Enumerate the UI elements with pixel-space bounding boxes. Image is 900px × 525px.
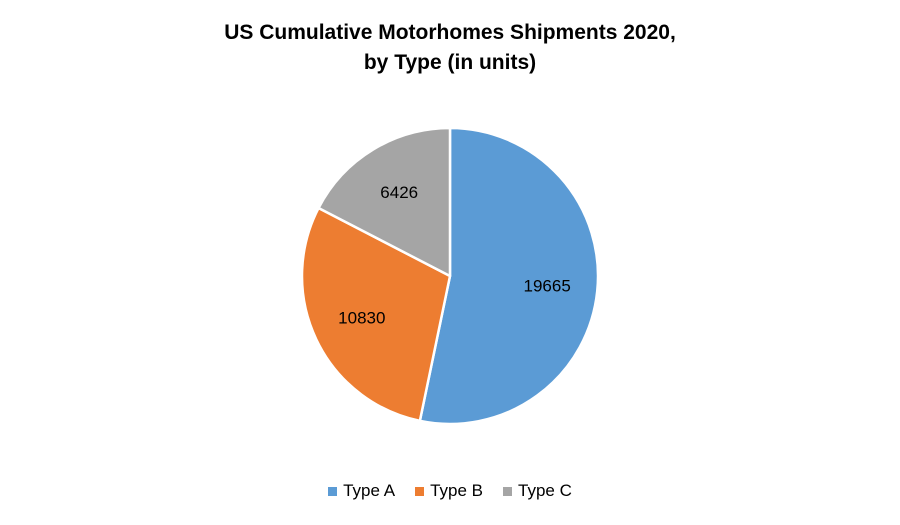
legend: Type A Type B Type C: [0, 481, 900, 501]
pie-slice-type-b: [300, 206, 452, 423]
chart-title-line-2: by Type (in units): [363, 51, 537, 74]
chart-title: US Cumulative Motorhomes Shipments 2020,…: [0, 18, 900, 78]
legend-swatch-type-c: [503, 486, 513, 496]
legend-item-type-b: Type B: [415, 481, 483, 501]
pie-slice-type-a: [418, 126, 600, 426]
legend-swatch-type-a: [328, 486, 338, 496]
legend-label-type-c: Type C: [518, 481, 572, 500]
data-label-type-b: 10830: [338, 308, 385, 327]
data-label-type-c: 6426: [380, 183, 418, 202]
legend-swatch-type-b: [415, 486, 425, 496]
legend-label-type-b: Type B: [430, 481, 484, 500]
pie-slices: [300, 126, 600, 426]
pie-data-labels: 19665 10830 6426: [338, 183, 571, 327]
chart-title-line-1: US Cumulative Motorhomes Shipments 2020,: [224, 21, 676, 44]
pie-slice-type-c: [317, 126, 452, 278]
legend-item-type-c: Type C: [503, 481, 572, 501]
data-label-type-a: 19665: [524, 276, 571, 295]
legend-item-type-a: Type A: [328, 481, 395, 501]
legend-label-type-a: Type A: [343, 481, 396, 500]
